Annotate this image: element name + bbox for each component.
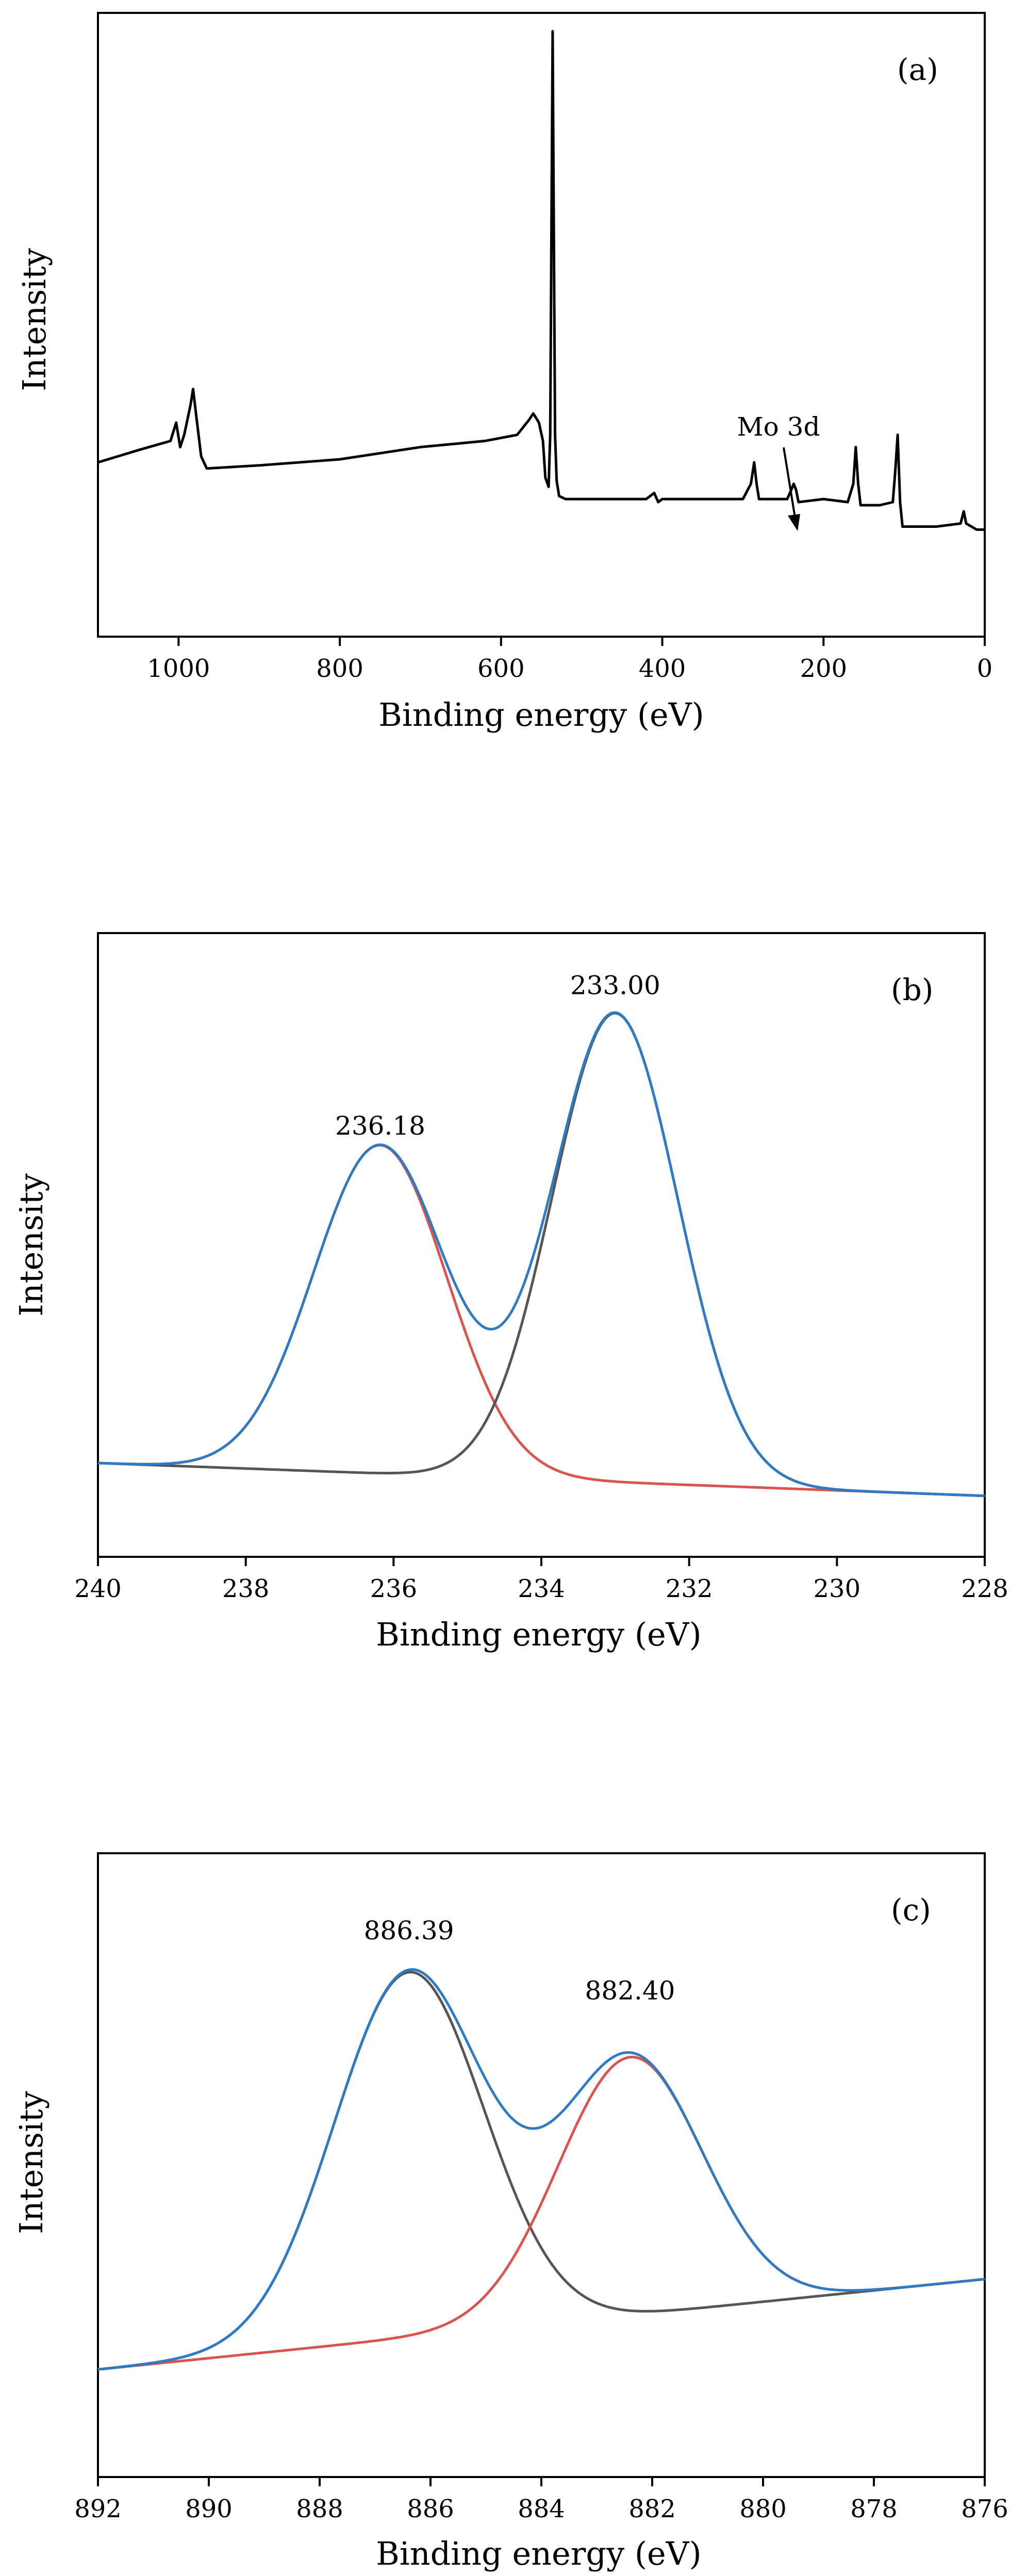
panel-c-xtick-label: 884: [518, 2495, 565, 2523]
panel-a-xtick-label: 800: [316, 654, 363, 683]
panel-a-xtick-label: 0: [977, 654, 993, 683]
panel-a-series-survey: [97, 30, 985, 531]
panel-c-xtick-label: 888: [296, 2495, 343, 2523]
panel-c-xtick-label: 876: [961, 2495, 1008, 2523]
panel-c-ylabel: Intensity: [12, 2091, 50, 2234]
panel-b-ticks: 240 238 236 234 232 230 228: [74, 1557, 1008, 1603]
panel-b-xlabel: Binding energy (eV): [376, 1616, 701, 1653]
panel-b-xtick-label: 228: [961, 1574, 1008, 1603]
panel-a-arrowhead: [788, 514, 800, 531]
panel-b: (b) Intensity Binding energy (eV) 240 238…: [12, 932, 1008, 1653]
panel-c: (c) Intensity Binding energy (eV) 892 890…: [12, 1852, 1008, 2572]
panel-a-xtick-label: 200: [800, 654, 847, 683]
panel-b-peak-label-1: 236.18: [335, 1111, 425, 1141]
panel-c-xtick-label: 880: [739, 2495, 787, 2523]
panel-a: (a) Intensity Binding energy (eV) 1000 80…: [15, 12, 992, 734]
panel-c-xtick-label: 892: [74, 2495, 122, 2523]
panel-a-series: [97, 30, 985, 531]
panel-a-ylabel: Intensity: [15, 248, 53, 391]
panel-c-envelope: [97, 1968, 985, 2371]
panel-a-xtick-label: 400: [639, 654, 686, 683]
panel-b-label: (b): [891, 972, 933, 1007]
panel-b-envelope: [97, 1011, 985, 1498]
panel-a-frame: [97, 12, 986, 638]
panel-b-peak-label-2: 233.00: [570, 970, 660, 1000]
panel-b-xtick-label: 238: [222, 1574, 270, 1603]
panel-a-xtick-label: 1000: [147, 654, 210, 683]
panel-c-label: (c): [891, 1892, 931, 1927]
panel-b-xtick-label: 230: [814, 1574, 861, 1603]
panel-a-label: (a): [897, 52, 938, 87]
panel-c-xtick-label: 886: [407, 2495, 454, 2523]
panel-b-xtick-label: 234: [518, 1574, 565, 1603]
panel-b-ylabel: Intensity: [12, 1173, 50, 1317]
panel-c-peak-label-2: 882.40: [585, 1976, 675, 2006]
panel-a-ticks: 1000 800 600 400 200 0: [147, 637, 992, 683]
panel-a-annotation-arrow: [783, 447, 797, 521]
panel-b-xtick-label: 232: [666, 1574, 713, 1603]
panel-b-xtick-label: 240: [74, 1574, 122, 1603]
panel-a-xlabel: Binding energy (eV): [378, 696, 704, 734]
panel-c-xtick-label: 878: [850, 2495, 898, 2523]
panel-c-peak-label-1: 886.39: [364, 1916, 454, 1946]
panel-c-xtick-label: 890: [185, 2495, 233, 2523]
panel-b-series: [97, 1011, 985, 1498]
panel-a-xtick-label: 600: [477, 654, 525, 683]
panel-c-annotations: 886.39 882.40: [364, 1916, 675, 2006]
panel-c-series: [97, 1968, 985, 2371]
panel-c-xtick-label: 882: [628, 2495, 676, 2523]
panel-a-annotation-mo3d: Mo 3d: [737, 412, 820, 442]
panel-c-ticks: 892 890 888 886 884 882 880 878 876: [74, 2477, 1008, 2523]
panel-c-xlabel: Binding energy (eV): [376, 2535, 701, 2572]
panel-b-annotations: 236.18 233.00: [335, 970, 660, 1141]
panel-b-xtick-label: 236: [370, 1574, 418, 1603]
